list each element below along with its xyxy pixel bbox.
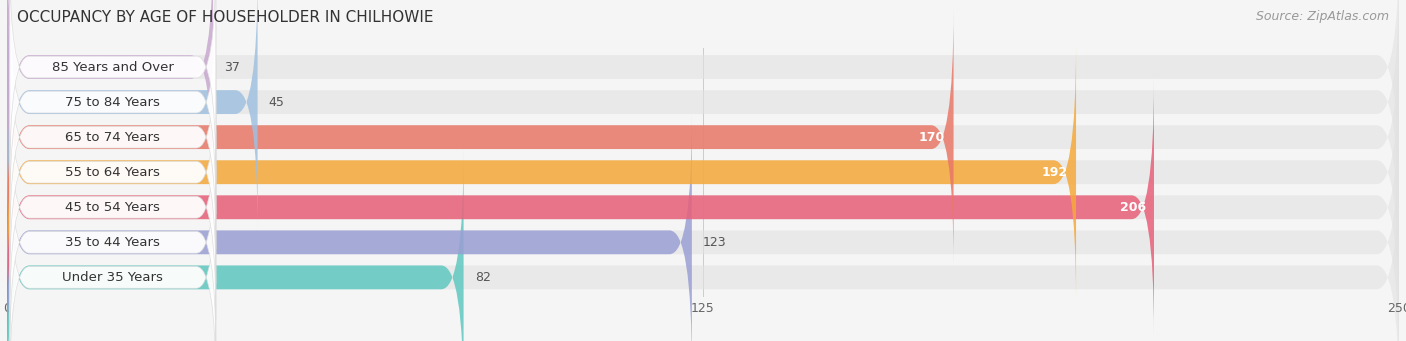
FancyBboxPatch shape	[7, 149, 464, 341]
Text: 206: 206	[1119, 201, 1146, 214]
FancyBboxPatch shape	[7, 0, 1399, 231]
Text: 170: 170	[920, 131, 945, 144]
FancyBboxPatch shape	[7, 44, 1399, 300]
FancyBboxPatch shape	[10, 131, 217, 341]
FancyBboxPatch shape	[7, 9, 953, 265]
FancyBboxPatch shape	[10, 165, 217, 341]
Text: 37: 37	[224, 60, 240, 74]
Text: OCCUPANCY BY AGE OF HOUSEHOLDER IN CHILHOWIE: OCCUPANCY BY AGE OF HOUSEHOLDER IN CHILH…	[17, 10, 433, 25]
FancyBboxPatch shape	[7, 44, 1076, 300]
FancyBboxPatch shape	[7, 0, 257, 231]
FancyBboxPatch shape	[10, 25, 217, 249]
Text: 65 to 74 Years: 65 to 74 Years	[66, 131, 160, 144]
FancyBboxPatch shape	[10, 0, 217, 214]
Text: 45: 45	[269, 95, 284, 108]
FancyBboxPatch shape	[7, 0, 1399, 195]
Text: 45 to 54 Years: 45 to 54 Years	[66, 201, 160, 214]
Text: 75 to 84 Years: 75 to 84 Years	[66, 95, 160, 108]
FancyBboxPatch shape	[7, 149, 1399, 341]
Text: 35 to 44 Years: 35 to 44 Years	[66, 236, 160, 249]
Text: 85 Years and Over: 85 Years and Over	[52, 60, 174, 74]
FancyBboxPatch shape	[7, 79, 1154, 336]
Text: 55 to 64 Years: 55 to 64 Years	[66, 166, 160, 179]
FancyBboxPatch shape	[7, 114, 1399, 341]
Text: 192: 192	[1042, 166, 1067, 179]
Text: 123: 123	[703, 236, 727, 249]
FancyBboxPatch shape	[7, 79, 1399, 336]
FancyBboxPatch shape	[7, 9, 1399, 265]
Text: Source: ZipAtlas.com: Source: ZipAtlas.com	[1256, 10, 1389, 23]
FancyBboxPatch shape	[10, 0, 217, 179]
FancyBboxPatch shape	[10, 60, 217, 284]
FancyBboxPatch shape	[7, 114, 692, 341]
Text: 82: 82	[475, 271, 491, 284]
Text: Under 35 Years: Under 35 Years	[62, 271, 163, 284]
FancyBboxPatch shape	[7, 0, 214, 195]
FancyBboxPatch shape	[10, 95, 217, 319]
